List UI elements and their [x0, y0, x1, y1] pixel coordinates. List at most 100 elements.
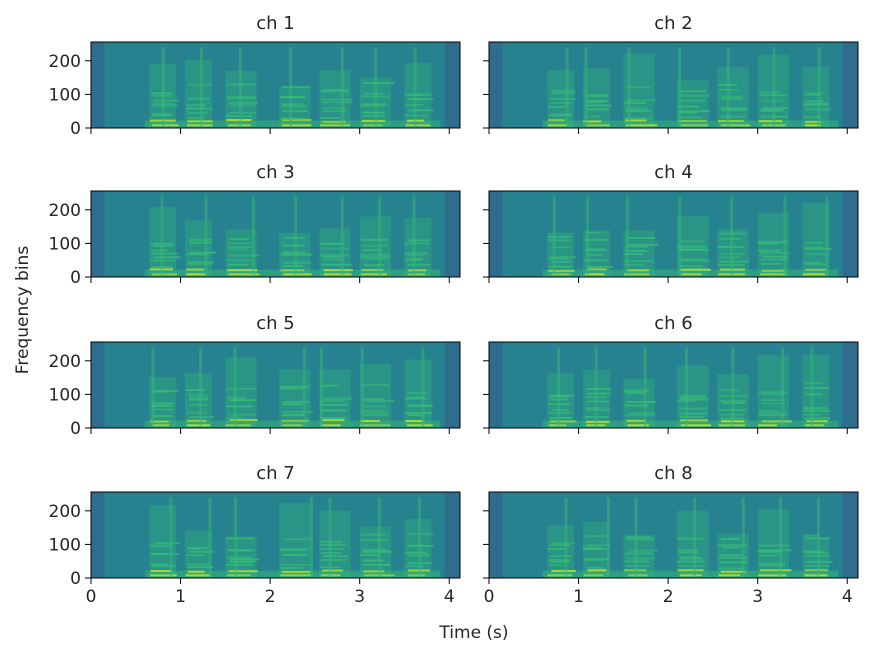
harmonic-streak [624, 414, 655, 417]
harmonic-streak [149, 574, 177, 577]
harmonic-streak [227, 413, 256, 416]
harmonic-streak [549, 564, 567, 567]
harmonic-streak [677, 105, 700, 108]
harmonic-streak [721, 107, 747, 110]
harmonic-streak [623, 404, 649, 407]
harmonic-streak [362, 82, 395, 85]
panel-title: ch 5 [256, 313, 294, 334]
harmonic-streak [718, 567, 745, 570]
harmonic-streak [187, 566, 214, 569]
harmonic-streak [228, 246, 253, 249]
harmonic-streak [805, 382, 823, 385]
harmonic-streak [188, 238, 213, 241]
harmonic-streak [151, 404, 174, 407]
y-tick-label: 200 [49, 52, 81, 72]
onset-streak [781, 347, 785, 428]
y-tick-label: 100 [49, 234, 81, 254]
harmonic-streak [319, 409, 340, 412]
harmonic-streak [679, 556, 701, 559]
x-tick-label: 0 [484, 587, 495, 607]
harmonic-streak [805, 569, 828, 572]
onset-streak [199, 347, 203, 428]
harmonic-streak [407, 273, 426, 276]
harmonic-streak [551, 569, 576, 572]
harmonic-streak [626, 124, 658, 127]
harmonic-streak [362, 563, 391, 566]
harmonic-streak [404, 252, 428, 255]
y-tick-label: 100 [49, 535, 81, 555]
harmonic-streak [625, 99, 656, 102]
panel-title: ch 8 [654, 463, 692, 484]
harmonic-streak [408, 545, 434, 548]
onset-streak [730, 196, 734, 277]
harmonic-streak [229, 104, 255, 107]
axes-frame [488, 341, 859, 429]
harmonic-streak [186, 268, 204, 271]
harmonic-streak [322, 419, 345, 422]
y-tick-label: 0 [70, 268, 81, 288]
harmonic-streak [151, 545, 171, 548]
harmonic-streak [185, 574, 211, 577]
harmonic-streak [586, 420, 610, 423]
harmonic-streak [283, 538, 313, 541]
harmonic-streak [721, 546, 742, 549]
harmonic-streak [281, 410, 313, 413]
harmonic-streak [282, 244, 305, 247]
harmonic-streak [405, 565, 424, 568]
onset-streak [634, 497, 638, 578]
harmonic-streak [550, 416, 572, 419]
harmonic-streak [805, 100, 824, 103]
harmonic-streak [228, 101, 258, 104]
harmonic-streak [585, 231, 607, 234]
harmonic-streak [321, 101, 354, 104]
harmonic-streak [719, 260, 750, 263]
harmonic-streak [152, 564, 176, 567]
harmonic-streak [623, 101, 647, 104]
harmonic-streak [804, 124, 822, 127]
harmonic-streak [186, 124, 213, 127]
axes-frame [90, 341, 461, 429]
harmonic-streak [150, 553, 168, 556]
harmonic-streak [547, 124, 568, 127]
harmonic-streak [153, 104, 179, 107]
harmonic-streak [550, 256, 576, 259]
harmonic-streak [680, 424, 711, 427]
harmonic-streak [678, 94, 710, 97]
harmonic-streak [229, 549, 252, 552]
harmonic-streak [547, 548, 566, 551]
harmonic-streak [587, 569, 607, 572]
harmonic-streak [551, 260, 572, 263]
harmonic-streak [550, 101, 572, 104]
harmonic-streak [550, 394, 575, 397]
harmonic-streak [152, 252, 178, 255]
speech-segment [319, 228, 351, 277]
onset-streak [413, 47, 417, 128]
harmonic-streak [282, 103, 303, 106]
harmonic-streak [323, 397, 353, 400]
harmonic-streak [803, 407, 827, 410]
harmonic-streak [361, 268, 384, 271]
harmonic-streak [321, 263, 352, 266]
harmonic-streak [678, 258, 706, 261]
harmonic-streak [150, 570, 172, 573]
onset-streak [552, 196, 556, 277]
harmonic-streak [228, 570, 258, 573]
harmonic-streak [188, 563, 210, 566]
harmonic-streak [153, 415, 173, 418]
harmonic-streak [152, 273, 178, 276]
harmonic-streak [323, 107, 347, 110]
harmonic-streak [762, 420, 792, 423]
harmonic-streak [626, 236, 656, 239]
speech-segment [802, 537, 830, 578]
onset-streak [360, 347, 364, 428]
onset-streak [234, 497, 238, 578]
harmonic-streak [759, 564, 786, 567]
onset-streak [584, 47, 588, 128]
harmonic-streak [584, 115, 601, 118]
harmonic-streak [408, 533, 434, 536]
panel-2: ch 2 [483, 13, 859, 134]
y-tick-label: 200 [49, 352, 81, 372]
panel-3: ch 3 0 100 200 [49, 162, 461, 288]
panel-title: ch 1 [256, 13, 294, 34]
harmonic-streak [186, 104, 206, 107]
